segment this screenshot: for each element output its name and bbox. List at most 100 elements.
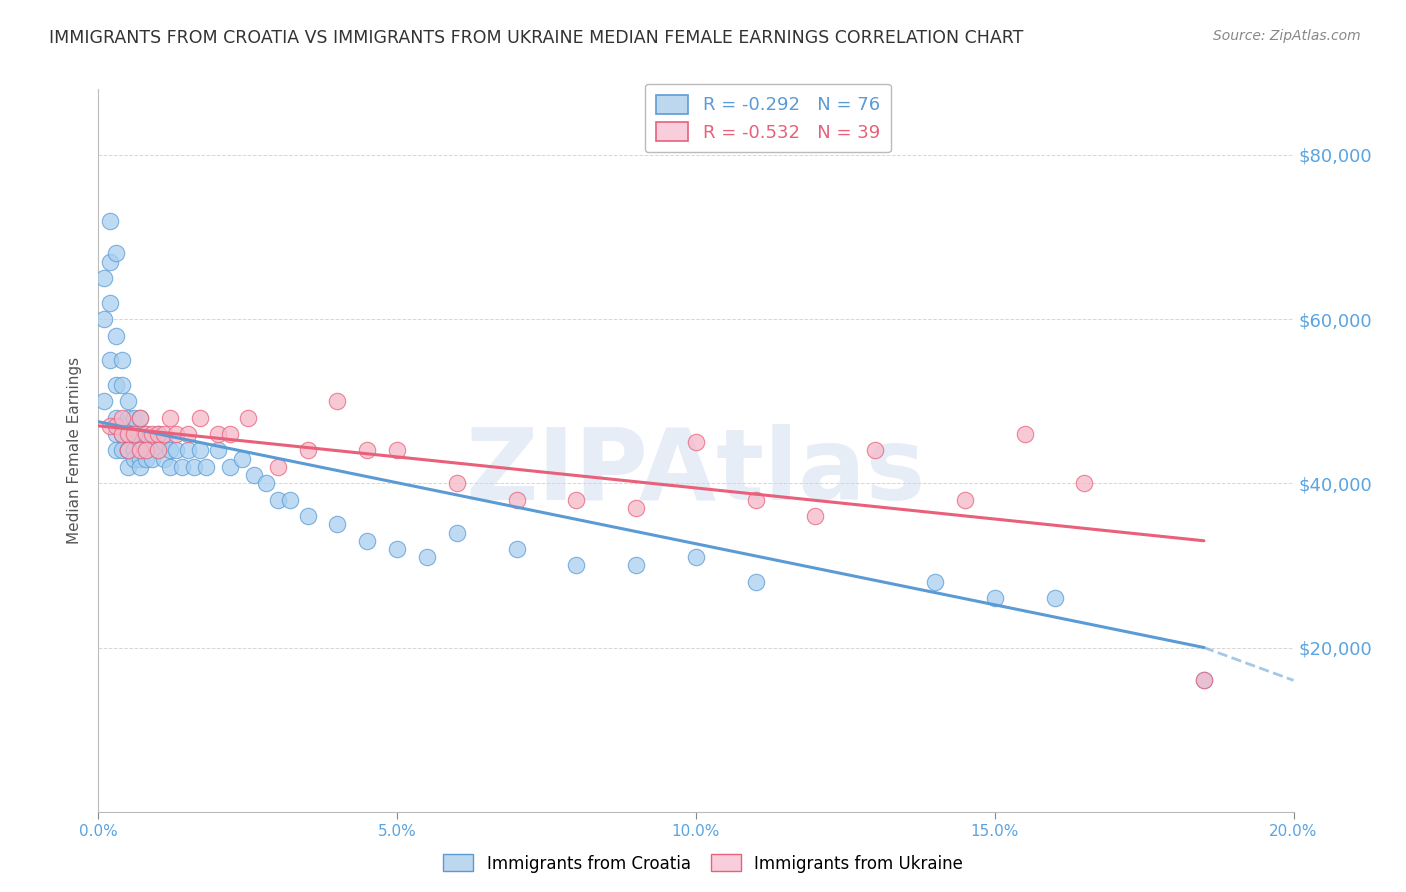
Point (124, 427, 146, 442)
Point (984, 591, 1007, 606)
Point (153, 435, 176, 450)
Point (117, 427, 139, 442)
Point (153, 427, 176, 442)
Point (117, 427, 139, 442)
Point (745, 492, 768, 507)
Point (804, 509, 827, 524)
Point (129, 459, 152, 474)
Point (177, 443, 200, 458)
Point (356, 443, 378, 458)
Point (117, 427, 139, 442)
Point (129, 410, 152, 425)
Point (129, 451, 152, 466)
Point (385, 541, 409, 556)
Point (148, 427, 170, 442)
Point (297, 443, 319, 458)
Point (141, 427, 163, 442)
Point (159, 410, 181, 425)
Point (117, 410, 139, 425)
Point (135, 451, 157, 466)
Point (117, 443, 139, 458)
Point (148, 443, 170, 458)
Point (172, 459, 194, 474)
Point (111, 427, 134, 442)
Y-axis label: Median Female Earnings: Median Female Earnings (67, 357, 83, 544)
Point (865, 443, 887, 458)
Point (385, 443, 409, 458)
Point (207, 443, 229, 458)
Point (506, 541, 529, 556)
Point (129, 443, 152, 458)
Point (98, 254, 122, 268)
Point (117, 459, 139, 474)
Point (1073, 476, 1095, 491)
Point (148, 427, 170, 442)
Point (111, 377, 134, 392)
Text: Source: ZipAtlas.com: Source: ZipAtlas.com (1213, 29, 1361, 43)
Point (416, 550, 439, 565)
Text: IMMIGRANTS FROM CROATIA VS IMMIGRANTS FROM UKRAINE MEDIAN FEMALE EARNINGS CORREL: IMMIGRANTS FROM CROATIA VS IMMIGRANTS FR… (49, 29, 1024, 46)
Point (745, 574, 768, 589)
Point (153, 451, 176, 466)
Point (124, 451, 146, 466)
Point (98, 295, 122, 310)
Point (326, 394, 349, 409)
Point (124, 427, 146, 442)
Point (219, 427, 242, 442)
Point (135, 443, 157, 458)
Point (135, 427, 157, 442)
Point (129, 427, 152, 442)
Point (297, 509, 319, 524)
Point (446, 525, 468, 540)
Point (111, 353, 134, 368)
Point (111, 410, 134, 425)
Point (105, 328, 128, 343)
Point (117, 443, 139, 458)
Point (129, 443, 152, 458)
Point (626, 500, 648, 515)
Point (93, 312, 115, 326)
Point (1192, 673, 1215, 688)
Point (105, 377, 128, 392)
Point (159, 443, 181, 458)
Point (148, 443, 170, 458)
Point (93, 271, 115, 285)
Point (124, 410, 146, 425)
Legend: R = -0.292   N = 76, R = -0.532   N = 39: R = -0.292 N = 76, R = -0.532 N = 39 (645, 84, 890, 153)
Point (219, 459, 242, 474)
Point (111, 427, 134, 442)
Point (105, 246, 128, 260)
Point (98, 418, 122, 433)
Point (207, 427, 229, 442)
Point (506, 492, 529, 507)
Point (254, 476, 277, 491)
Point (117, 394, 139, 409)
Point (231, 451, 253, 466)
Point (626, 558, 648, 573)
Point (105, 427, 128, 442)
Point (183, 459, 205, 474)
Point (356, 533, 378, 548)
Point (105, 418, 128, 433)
Point (98, 213, 122, 227)
Point (105, 410, 128, 425)
Point (188, 410, 211, 425)
Point (685, 550, 707, 565)
Point (278, 492, 301, 507)
Point (953, 492, 976, 507)
Point (267, 492, 290, 507)
Point (565, 492, 588, 507)
Point (326, 517, 349, 532)
Point (195, 459, 218, 474)
Point (177, 427, 200, 442)
Point (98, 353, 122, 368)
Point (117, 443, 139, 458)
Point (236, 410, 259, 425)
Point (141, 435, 163, 450)
Point (1014, 427, 1036, 442)
Point (135, 443, 157, 458)
Point (165, 427, 187, 442)
Point (129, 410, 152, 425)
Point (685, 435, 707, 450)
Point (111, 443, 134, 458)
